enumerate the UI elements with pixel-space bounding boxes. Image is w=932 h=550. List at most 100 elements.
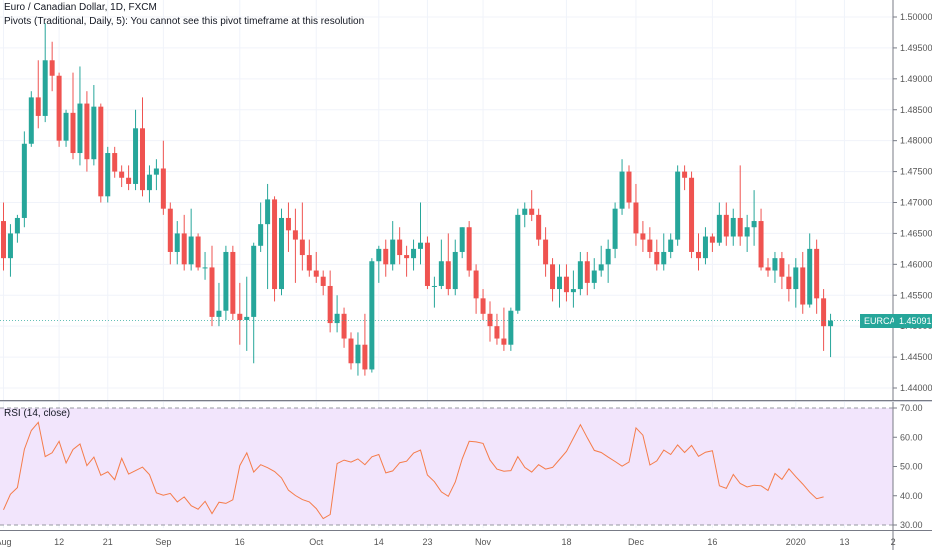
candle (42, 23, 48, 123)
candle (772, 251, 778, 283)
candle-body (536, 214, 542, 240)
candle (779, 251, 785, 290)
candle-body (709, 236, 715, 243)
candle (320, 270, 326, 296)
candle-body (56, 75, 62, 141)
candle (550, 258, 556, 302)
time-tick-label: 23 (422, 537, 432, 547)
candle-body (501, 338, 507, 345)
candle-body (174, 233, 180, 252)
candle-body (563, 276, 569, 293)
price-tick-label: 1.46000 (900, 259, 932, 269)
candle-body (292, 230, 298, 240)
rsi-band-lines (0, 407, 893, 526)
candle (202, 251, 208, 280)
candle (418, 202, 423, 265)
candle (56, 72, 62, 147)
time-tick-label: Nov (475, 537, 492, 547)
time-tick-label: 13 (839, 537, 849, 547)
candle-body (661, 251, 667, 265)
candle (411, 239, 417, 271)
price-tick-label: 1.45500 (900, 290, 932, 300)
candle-body (348, 338, 354, 364)
candle-body (146, 174, 152, 191)
candle (91, 85, 97, 166)
candle-body (84, 103, 90, 160)
candle (577, 251, 583, 296)
candle-body (202, 267, 208, 269)
candle (647, 227, 653, 259)
pivots-indicator-note: Pivots (Traditional, Daily, 5): You cann… (4, 16, 365, 27)
candle (237, 282, 243, 345)
candle-body (682, 171, 688, 178)
rsi-axis[interactable]: 70.00 60.00 50.00 40.00 30.00 (893, 403, 923, 530)
candle (591, 258, 597, 290)
candle-body (744, 227, 750, 237)
candle-body (591, 270, 597, 283)
candle-body (779, 258, 785, 277)
candle (452, 239, 458, 296)
candle (98, 103, 104, 203)
candle-body (153, 168, 159, 175)
candle-body (327, 285, 333, 324)
time-axis[interactable]: Aug 12 21 Sep 16 Oct 14 23 Nov 18 Dec 16 2020 13 2 (0, 537, 896, 547)
candle-body (181, 233, 187, 265)
candle (626, 165, 632, 209)
candle (362, 313, 368, 376)
candle-body (188, 236, 194, 265)
time-tick-label: 21 (103, 537, 113, 547)
candle (35, 60, 41, 129)
candle (557, 264, 562, 308)
candle (285, 202, 291, 252)
candle-body (244, 316, 250, 320)
candle-body (299, 239, 305, 256)
candle-body (598, 264, 604, 271)
candle-body (369, 261, 375, 370)
candle-body (529, 208, 535, 215)
candle (334, 295, 340, 333)
candle (584, 251, 590, 296)
candle-body (355, 344, 361, 364)
candle (174, 221, 180, 265)
candle-body (786, 276, 792, 290)
price-tick-label: 1.48500 (900, 105, 932, 115)
candle-body (424, 242, 430, 286)
candle-body (522, 208, 528, 215)
candle (508, 307, 514, 351)
candle (63, 109, 69, 147)
time-tick-label: 2020 (786, 537, 806, 547)
candle (786, 264, 792, 302)
candle (306, 239, 312, 277)
candle-body (390, 239, 396, 265)
candle-body (605, 248, 611, 265)
candle (807, 233, 813, 308)
candle-body (487, 313, 493, 327)
candle-body (445, 261, 451, 290)
price-tick-label: 1.47500 (900, 167, 932, 177)
candle-body (105, 153, 111, 197)
candle-body (140, 128, 145, 191)
candle-body (716, 214, 722, 243)
candle-body (272, 199, 278, 290)
candle (821, 289, 827, 351)
candle-body (126, 177, 132, 184)
candle-body (91, 106, 97, 160)
candle-body (14, 217, 20, 234)
candle (49, 41, 55, 92)
candle (800, 251, 806, 314)
candle (28, 91, 34, 147)
candle (438, 239, 444, 290)
candle-body (285, 217, 291, 231)
candle (230, 245, 236, 320)
candle (723, 202, 729, 246)
candle (383, 239, 389, 277)
candle (355, 332, 361, 376)
candle (619, 159, 625, 215)
candle (195, 233, 201, 271)
candle (223, 245, 229, 320)
candle (167, 202, 173, 265)
candle (487, 301, 493, 342)
time-tick-label: 16 (235, 537, 245, 547)
candle (313, 251, 319, 283)
candle-body (320, 276, 326, 286)
